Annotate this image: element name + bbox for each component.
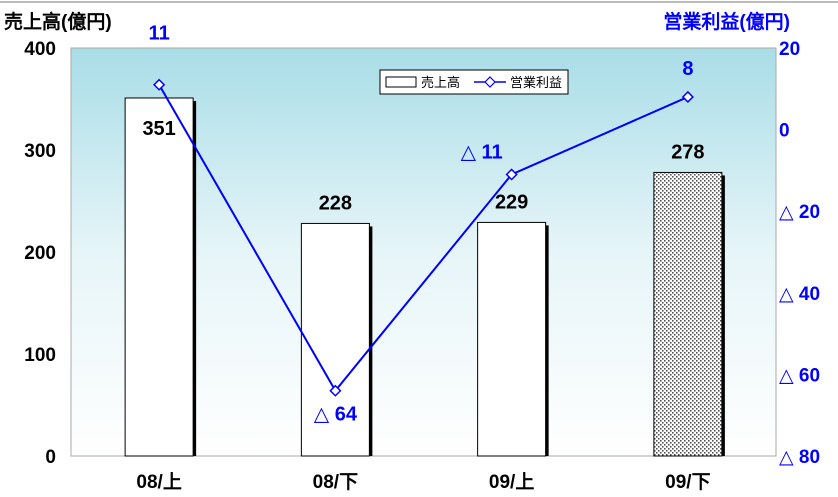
- category-label: 08/下: [313, 472, 358, 493]
- line-marker: [505, 168, 518, 181]
- bar-data-labels: 351 228 229 278: [142, 118, 704, 214]
- line-value-label: △ 11: [461, 141, 503, 163]
- right-tick-label: △ 60: [779, 365, 820, 386]
- line-data-labels: 11 △ 64 △ 11 8: [149, 23, 694, 426]
- line-value-label: 11: [149, 23, 170, 45]
- bar: [477, 221, 547, 457]
- legend-bar-label: 売上高: [421, 75, 460, 90]
- line-marker: [153, 78, 166, 91]
- left-tick-label: 200: [24, 243, 56, 264]
- left-tick-label: 100: [24, 345, 56, 366]
- line-marker: [329, 384, 342, 397]
- right-tick-label: △ 80: [779, 447, 820, 468]
- bar: [124, 97, 194, 457]
- line-path: [158, 84, 689, 393]
- right-axis-title: 営業利益(億円): [663, 10, 790, 33]
- right-tick-label: △ 40: [779, 284, 820, 305]
- bar-value-label: 278: [671, 141, 704, 163]
- right-tick-label: 20: [779, 39, 800, 60]
- left-tick-label: 400: [24, 39, 56, 60]
- category-label: 09/下: [665, 472, 710, 493]
- bar-value-label: 228: [319, 192, 352, 214]
- right-tick-label: △ 20: [779, 202, 820, 223]
- bar: [653, 171, 723, 457]
- legend-bar-swatch: [385, 76, 417, 88]
- bar-series: [124, 97, 725, 457]
- left-tick-label: 0: [45, 447, 56, 468]
- left-tick-label: 300: [24, 141, 56, 162]
- bar-value-label: 229: [495, 191, 528, 213]
- right-tick-label: 0: [779, 121, 790, 142]
- legend-line-label: 営業利益: [510, 75, 562, 90]
- category-axis-labels: 08/上 08/下 09/上 09/下: [136, 471, 710, 493]
- category-label: 08/上: [136, 471, 181, 493]
- legend: 売上高 営業利益: [379, 69, 569, 95]
- line-value-label: 8: [682, 58, 693, 80]
- line-series: [153, 78, 694, 397]
- line-marker: [681, 90, 694, 104]
- legend-line-marker: [484, 76, 496, 88]
- left-axis-ticks: 0 100 200 300 400: [24, 39, 56, 468]
- category-label: 09/上: [489, 471, 534, 493]
- bar-value-label: 351: [142, 118, 175, 140]
- line-value-label: △ 64: [314, 404, 358, 426]
- right-axis-ticks: 20 0 △ 20 △ 40 △ 60 △ 80: [779, 39, 820, 468]
- left-axis-title: 売上高(億円): [4, 10, 112, 33]
- bar: [300, 222, 370, 457]
